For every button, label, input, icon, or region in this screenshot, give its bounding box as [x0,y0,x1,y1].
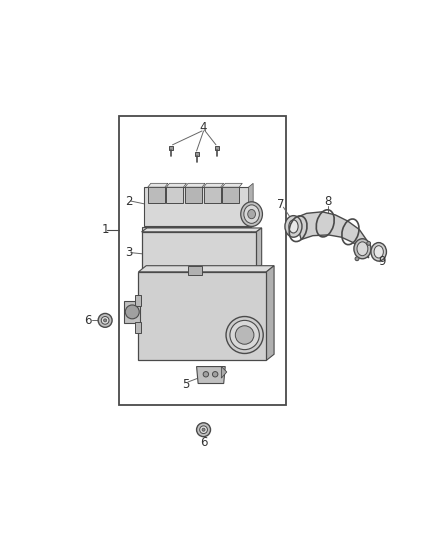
Ellipse shape [101,317,109,324]
Ellipse shape [355,257,359,261]
Polygon shape [204,187,221,203]
Bar [169,146,173,150]
Polygon shape [166,187,184,203]
Text: 2: 2 [125,195,132,207]
Text: 8: 8 [324,195,331,208]
Polygon shape [222,183,242,187]
Bar [141,227,251,233]
Polygon shape [166,183,187,187]
Ellipse shape [371,243,386,261]
Text: 1: 1 [101,223,109,236]
Polygon shape [204,183,224,187]
Ellipse shape [357,242,368,256]
Text: 7: 7 [276,198,284,212]
Ellipse shape [230,320,259,350]
Ellipse shape [200,426,208,433]
Ellipse shape [354,239,371,259]
Text: 4: 4 [200,120,207,134]
Bar [188,265,202,275]
Polygon shape [197,367,225,384]
Ellipse shape [244,205,259,223]
Bar [141,232,256,269]
Ellipse shape [212,372,218,377]
Bar [134,322,141,333]
Polygon shape [248,183,253,227]
Bar [144,187,248,225]
Bar [119,116,286,405]
Polygon shape [148,183,168,187]
Bar [138,272,266,360]
Text: 6: 6 [85,314,92,327]
Bar [134,295,141,306]
Ellipse shape [248,209,255,219]
Polygon shape [138,265,274,272]
Polygon shape [141,228,261,232]
Bar [215,146,219,150]
Ellipse shape [235,326,254,344]
Polygon shape [256,228,261,269]
Ellipse shape [197,423,211,437]
Ellipse shape [103,319,107,322]
Polygon shape [185,187,202,203]
Ellipse shape [202,428,205,431]
Bar [124,301,140,322]
Polygon shape [266,265,274,360]
Polygon shape [221,367,227,378]
Text: 3: 3 [125,246,132,259]
Ellipse shape [374,246,383,258]
Polygon shape [148,187,165,203]
Ellipse shape [98,313,112,327]
Ellipse shape [203,372,208,377]
Text: 6: 6 [200,435,207,449]
Ellipse shape [285,216,302,237]
Ellipse shape [125,305,139,319]
Text: 9: 9 [378,255,385,268]
Ellipse shape [226,317,263,353]
Polygon shape [295,212,369,258]
Polygon shape [185,183,205,187]
Text: 5: 5 [182,378,189,391]
Bar [194,152,198,156]
Ellipse shape [367,241,371,245]
Polygon shape [222,187,239,203]
Ellipse shape [289,220,298,233]
Ellipse shape [241,202,262,227]
